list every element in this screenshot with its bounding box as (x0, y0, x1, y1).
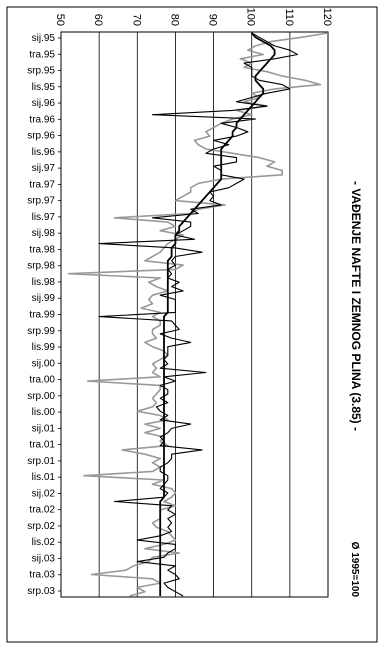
x-tick-label: srp.01 (27, 456, 55, 467)
x-tick-label: lis.99 (32, 342, 56, 353)
y-tick-label: 60 (92, 14, 104, 26)
x-tick-label: sij.02 (32, 488, 56, 499)
x-tick-label: sij.03 (32, 553, 56, 564)
y-tick-label: 80 (168, 14, 180, 26)
x-tick-label: sij.97 (32, 163, 56, 174)
index-note: Ø 1995=100 (349, 542, 360, 598)
x-tick-label: srp.00 (27, 391, 55, 402)
series-line (98, 32, 299, 597)
x-tick-label: lis.01 (32, 472, 56, 483)
y-tick-label: 90 (207, 14, 219, 26)
y-tick-labels: 50 60 70 80 90 100 110 120 (54, 8, 333, 26)
x-tick-label: srp.99 (27, 326, 55, 337)
x-tick-label: tra.02 (29, 505, 55, 516)
x-tick-label: sij.99 (32, 293, 56, 304)
x-tick-label: sij.98 (32, 228, 56, 239)
x-tick-label: sij.96 (32, 98, 56, 109)
x-tick-label: tra.01 (29, 440, 55, 451)
y-tick-label: 120 (321, 8, 333, 26)
x-tick-label: tra.00 (29, 375, 55, 386)
x-tick-labels: sij.95 tra.95 srp.95 lis.95 sij.96 tra.96 srp.… (27, 33, 61, 597)
y-tick-label: 110 (283, 8, 295, 26)
trend-line (159, 32, 276, 596)
x-tick-label: lis.95 (32, 82, 56, 93)
x-tick-label: sij.01 (32, 423, 56, 434)
x-tick-label: srp.97 (27, 196, 55, 207)
x-tick-label: tra.97 (29, 179, 55, 190)
y-tick-label: 50 (54, 14, 66, 26)
x-tick-label: sij.00 (32, 358, 56, 369)
x-tick-label: tra.03 (29, 570, 55, 581)
x-tick-label: lis.96 (32, 147, 56, 158)
rotated-chart: 50 60 70 80 90 100 110 120 sij.95 tra.95 srp.95 li… (27, 8, 363, 598)
x-tick-label: sij.95 (32, 33, 56, 44)
series-lines (67, 32, 329, 597)
x-tick-label: srp.98 (27, 261, 55, 272)
x-tick-label: lis.97 (32, 212, 56, 223)
x-tick-label: srp.96 (27, 131, 55, 142)
page-frame (6, 6, 378, 643)
x-tick-label: lis.98 (32, 277, 56, 288)
x-tick-label: srp.03 (27, 586, 55, 597)
x-tick-label: srp.02 (27, 521, 55, 532)
x-tick-label: lis.00 (32, 407, 56, 418)
x-tick-label: tra.95 (29, 49, 55, 60)
x-tick-label: tra.98 (29, 244, 55, 255)
y-tick-label: 100 (245, 8, 257, 26)
x-tick-label: tra.96 (29, 114, 55, 125)
x-tick-label: lis.02 (32, 537, 56, 548)
chart-title: - VAĐENJE NAFTE I ZEMNOG PLINA (3.85) - (349, 181, 363, 431)
y-tick-label: 70 (130, 14, 142, 26)
series-line (67, 32, 329, 597)
x-tick-label: srp.95 (27, 66, 55, 77)
x-tick-label: tra.99 (29, 310, 55, 321)
